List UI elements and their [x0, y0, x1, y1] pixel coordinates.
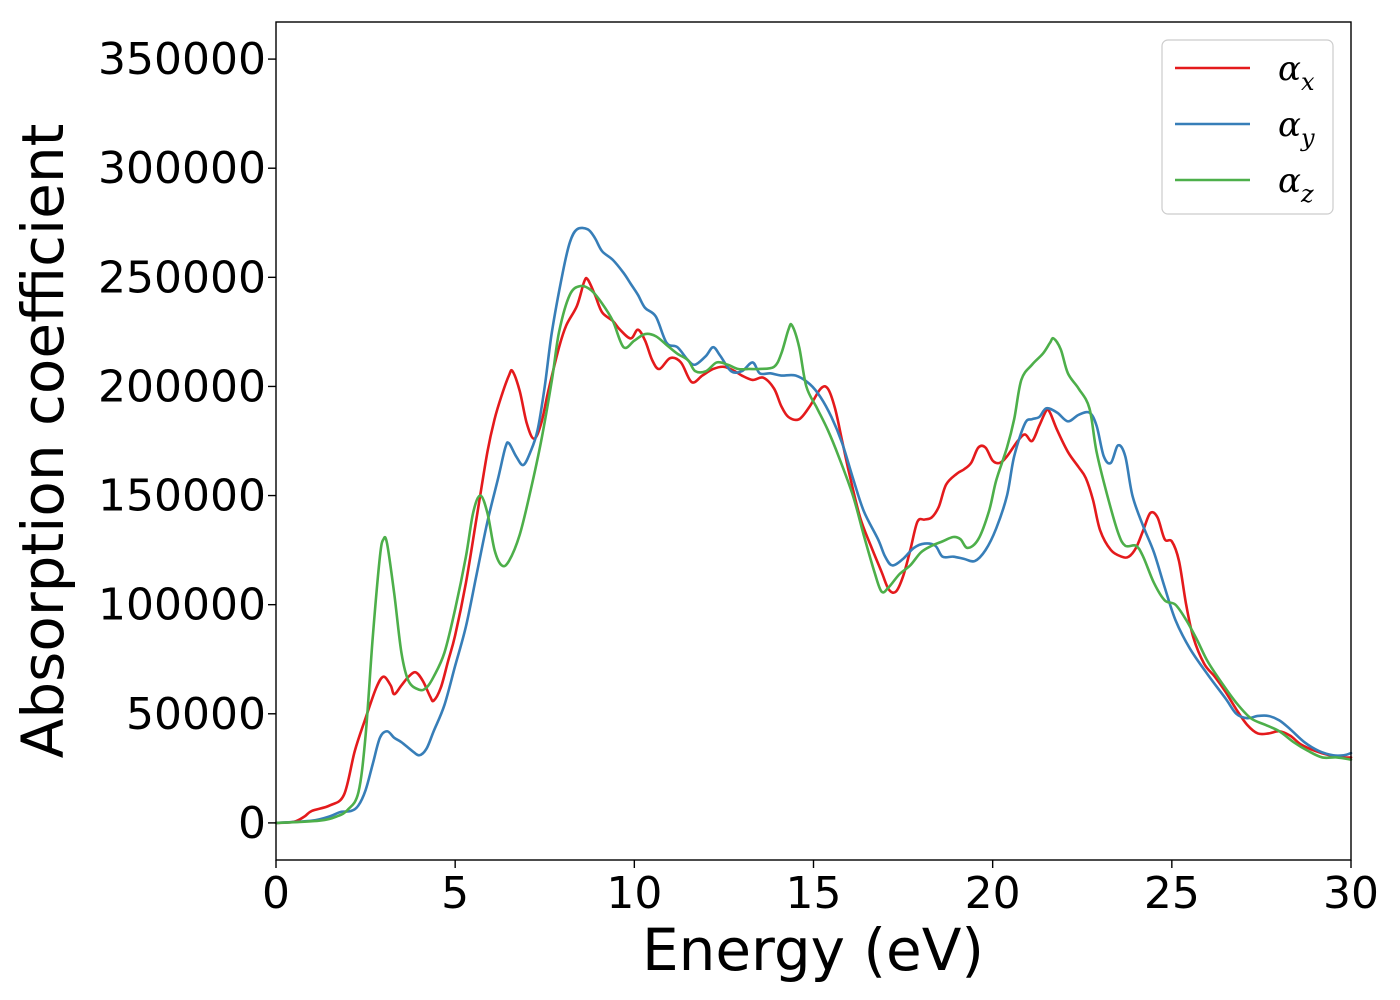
y-tick-label: 250000	[98, 252, 266, 303]
y-tick-label: 350000	[98, 34, 266, 85]
legend-label-x: αx	[1278, 49, 1315, 96]
x-tick-label: 0	[262, 868, 290, 919]
legend-label-y: αy	[1278, 105, 1315, 152]
x-tick-label: 25	[1144, 868, 1200, 919]
y-tick-label: 150000	[98, 471, 266, 522]
y-tick-label: 200000	[98, 361, 266, 412]
y-tick-label: 50000	[126, 689, 266, 740]
legend-subscript: x	[1301, 68, 1315, 96]
y-tick-label: 300000	[98, 143, 266, 194]
y-axis-ticks: 0 50000 100000 150000 200000 250000 300000 3500…	[98, 34, 276, 849]
y-axis-title: Absorption coefficient	[9, 124, 77, 759]
y-tick-label: 100000	[98, 580, 266, 631]
y-tick-label: 0	[238, 798, 266, 849]
x-tick-label: 20	[965, 868, 1021, 919]
x-tick-label: 10	[606, 868, 662, 919]
x-tick-label: 30	[1323, 868, 1379, 919]
x-axis-ticks: 0 5 10 15 20 25 30	[262, 860, 1379, 919]
series-line-alpha-y	[274, 226, 1353, 825]
legend-subscript: z	[1300, 180, 1314, 208]
series-layer	[274, 226, 1353, 825]
legend-subscript: y	[1300, 124, 1315, 152]
series-line-alpha-x	[274, 276, 1353, 825]
series-line-alpha-z	[274, 284, 1353, 825]
x-tick-label: 5	[441, 868, 469, 919]
x-axis-title: Energy (eV)	[642, 916, 984, 984]
x-tick-label: 15	[786, 868, 842, 919]
legend-box	[1161, 39, 1334, 215]
